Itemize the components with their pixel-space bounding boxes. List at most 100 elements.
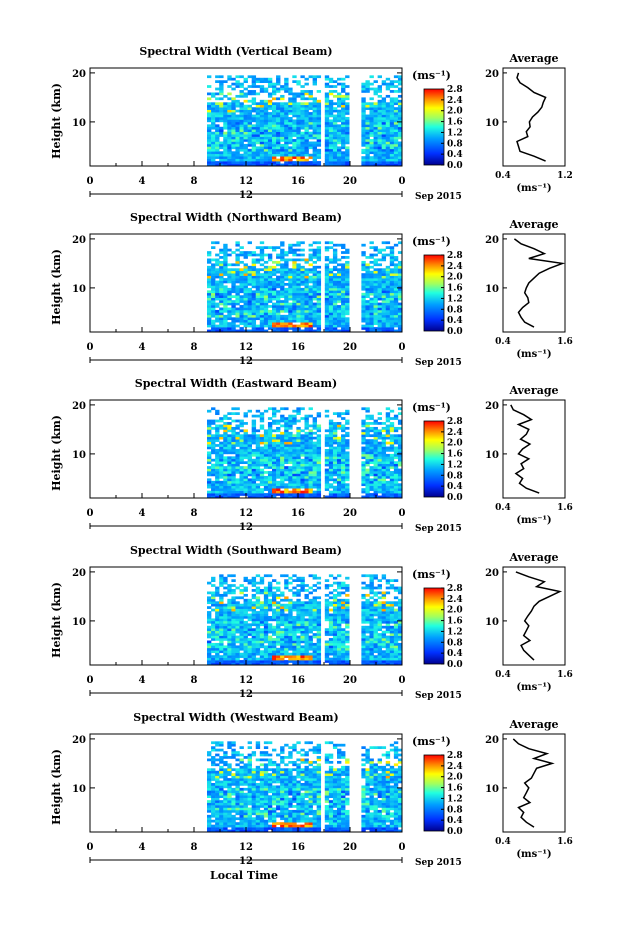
heatmap-cell <box>239 143 244 147</box>
heatmap-cell <box>337 468 342 472</box>
heatmap-cell <box>304 463 309 467</box>
heatmap-cell <box>296 473 301 477</box>
heatmap-cell <box>231 495 236 499</box>
heatmap-cell <box>284 329 289 333</box>
heatmap-cell <box>211 650 216 654</box>
heatmap-cell <box>235 292 240 296</box>
heatmap-cell <box>332 434 338 438</box>
heatmap-cell <box>381 493 387 496</box>
heatmap-cell <box>247 655 252 658</box>
heatmap-cell <box>231 451 236 455</box>
heatmap-cell <box>389 444 395 447</box>
heatmap-cell <box>365 407 370 411</box>
heatmap-cell <box>292 468 297 472</box>
heatmap-cell <box>377 75 382 79</box>
heatmap-cell <box>308 603 313 607</box>
heatmap-cell <box>231 77 236 81</box>
heatmap-cell <box>393 80 399 83</box>
heatmap-cell <box>227 475 232 479</box>
heatmap-cell <box>280 662 285 666</box>
average-x-axis-label: (ms⁻¹) <box>516 183 551 194</box>
heatmap-cell <box>361 148 366 152</box>
heatmap-cell <box>231 312 236 316</box>
heatmap-cell <box>255 305 261 308</box>
average-profile-line <box>516 72 547 162</box>
heatmap-cell <box>247 107 252 110</box>
heatmap-cell <box>365 87 370 91</box>
heatmap-cell <box>381 121 387 125</box>
heatmap-cell <box>207 439 212 442</box>
heatmap-cell <box>276 422 281 425</box>
heatmap-cell <box>239 660 244 663</box>
heatmap-cell <box>373 468 378 472</box>
heatmap-cell <box>316 616 322 619</box>
colorbar <box>423 254 445 332</box>
heatmap-cell <box>304 102 309 106</box>
heatmap-cell <box>324 309 330 313</box>
heatmap-cell <box>385 466 391 469</box>
heatmap-cell <box>288 485 293 489</box>
heatmap-cell <box>247 409 252 413</box>
heatmap-cell <box>365 114 370 118</box>
heatmap-cell <box>207 268 212 272</box>
heatmap-cell <box>393 485 399 489</box>
heatmap-cell <box>292 148 297 152</box>
average-frame <box>502 399 566 499</box>
heatmap-cell <box>393 243 399 247</box>
heatmap-cell <box>235 468 240 472</box>
heatmap-cell <box>239 117 244 120</box>
heatmap-cell <box>288 493 293 496</box>
heatmap-cell <box>292 99 297 103</box>
heatmap-cell <box>304 642 309 646</box>
heatmap-cell <box>219 475 224 479</box>
heatmap-cell <box>231 601 236 605</box>
heatmap-cell <box>332 143 338 147</box>
heatmap-cell <box>332 126 338 130</box>
heatmap-cell <box>328 662 334 666</box>
heatmap-cell <box>361 273 366 276</box>
heatmap-cell <box>243 446 248 450</box>
heatmap-cell <box>223 134 228 137</box>
heatmap-cell <box>296 258 301 262</box>
heatmap-cell <box>276 650 281 654</box>
heatmap-cell <box>288 490 293 494</box>
heatmap-cell <box>211 163 216 167</box>
heatmap-cell <box>377 327 382 330</box>
heatmap-cell <box>243 251 248 254</box>
heatmap-cell <box>332 121 338 125</box>
heatmap-cell <box>377 307 382 311</box>
heatmap-cell <box>312 317 317 321</box>
heatmap-cell <box>219 104 224 108</box>
heatmap-cell <box>316 139 322 142</box>
heatmap-cell <box>255 268 261 272</box>
heatmap-cell <box>231 305 236 308</box>
heatmap-cell <box>211 630 216 634</box>
heatmap-cell <box>207 606 212 609</box>
heatmap-cell <box>393 456 399 460</box>
heatmap-cell <box>312 273 317 276</box>
heatmap-cell <box>328 139 334 142</box>
heatmap-cell <box>267 625 273 629</box>
heatmap-cell <box>263 451 269 455</box>
heatmap-cell <box>267 453 273 457</box>
heatmap-cell <box>219 268 224 272</box>
heatmap-cell <box>345 468 350 472</box>
heatmap-cell <box>251 319 257 323</box>
heatmap-cell <box>267 458 273 462</box>
heatmap-cell <box>324 322 330 325</box>
heatmap-cell <box>365 424 370 428</box>
heatmap-cell <box>284 319 289 323</box>
heatmap-cell <box>280 317 285 321</box>
heatmap-cell <box>292 163 297 167</box>
heatmap-cell <box>235 412 240 415</box>
heatmap-cell <box>259 146 265 150</box>
heatmap-cell <box>296 114 301 118</box>
heatmap-cell <box>267 485 273 489</box>
heatmap-cell <box>312 444 317 447</box>
heatmap-cell <box>239 314 244 318</box>
heatmap-cell <box>280 268 285 272</box>
heatmap-cell <box>373 290 378 294</box>
heatmap-cell <box>365 263 370 267</box>
heatmap-cell <box>263 596 269 600</box>
heatmap-cell <box>231 317 236 321</box>
